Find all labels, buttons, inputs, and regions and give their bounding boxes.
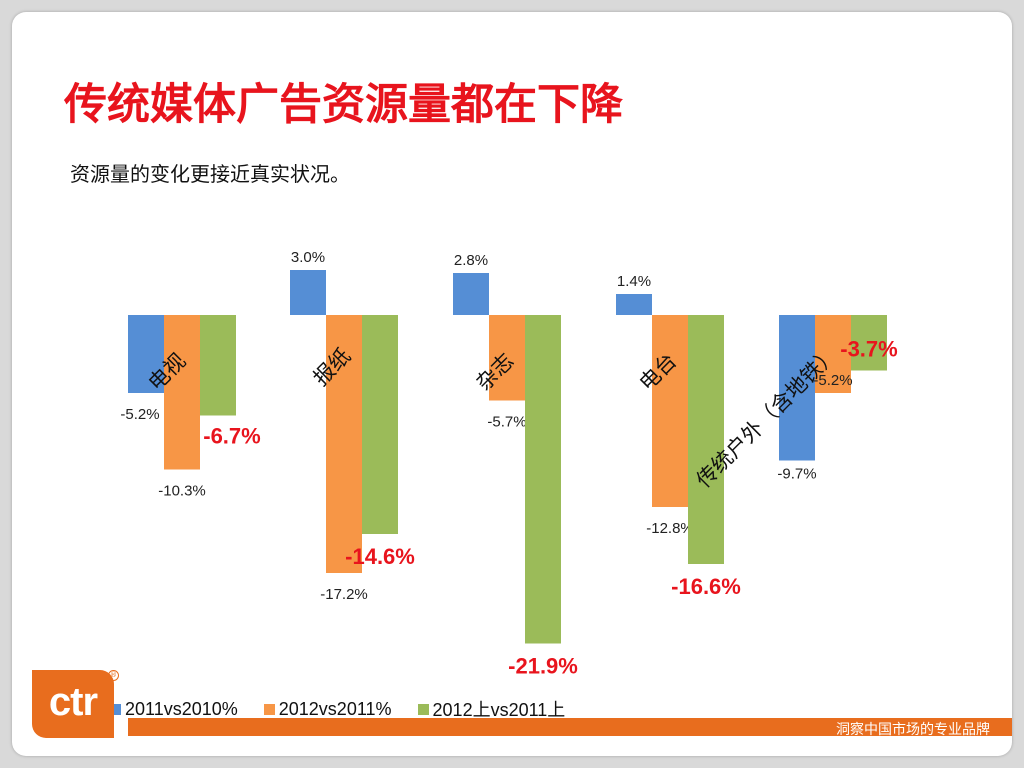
data-label-3-1: -6.7% — [203, 424, 260, 449]
bar-2-3 — [489, 315, 525, 401]
data-label-3-3: -21.9% — [508, 654, 578, 679]
ctr-logo: ctr — [32, 670, 114, 738]
bar-1-4 — [616, 294, 652, 315]
bar-1-1 — [128, 315, 164, 393]
bar-2-1 — [164, 315, 200, 470]
data-label-2-3: -5.7% — [487, 414, 526, 431]
data-label-1-5: -9.7% — [777, 466, 816, 483]
bar-1-2 — [290, 270, 326, 315]
data-label-2-5: -5.2% — [813, 372, 852, 389]
legend-swatch-1 — [110, 703, 121, 715]
chart-legend: 2011vs2010% 2012vs2011% 2012上vs2011上 — [110, 696, 591, 722]
footer-tagline: 洞察中国市场的专业品牌 — [836, 722, 990, 738]
bar-3-3 — [525, 315, 561, 644]
bar-2-5 — [815, 315, 851, 393]
bar-chart: -5.2% 3.0% 2.8% 1.4% -9.7% -10.3% -17.2% -5.7% -… — [120, 249, 897, 679]
legend-label-1: 2011vs2010% — [125, 698, 238, 719]
registered-mark-icon: ® — [108, 670, 119, 681]
footer-bar — [128, 718, 1012, 736]
data-label-3-5: -3.7% — [840, 337, 897, 362]
data-label-1-3: 2.8% — [454, 252, 488, 269]
data-label-2-2: -17.2% — [320, 586, 368, 603]
data-label-2-1: -10.3% — [158, 483, 206, 500]
logo-text: ctr — [48, 680, 98, 724]
slide: 传统媒体广告资源量都在下降 资源量的变化更接近真实状况。 -5.2% 3.0% 2.… — [12, 12, 1012, 756]
legend-item-2: 2012vs2011% — [263, 698, 392, 720]
data-label-2-4: -12.8% — [646, 520, 694, 537]
data-label-1-2: 3.0% — [291, 249, 325, 266]
bar-3-5 — [851, 315, 887, 371]
legend-label-2: 2012vs2011% — [278, 698, 392, 719]
legend-swatch-2 — [263, 703, 275, 715]
bar-1-5 — [779, 315, 815, 461]
bar-2-4 — [652, 315, 688, 507]
legend-item-3: 2012上vs2011上 — [417, 696, 566, 722]
data-label-1-1: -5.2% — [120, 406, 159, 423]
data-label-3-4: -16.6% — [671, 574, 741, 599]
data-label-1-4: 1.4% — [617, 273, 651, 290]
bar-3-2 — [362, 315, 398, 534]
bar-3-4 — [688, 315, 724, 564]
data-label-3-2: -14.6% — [345, 544, 415, 569]
legend-item-1: 2011vs2010% — [110, 699, 238, 720]
legend-swatch-3 — [417, 703, 429, 715]
slide-subtitle: 资源量的变化更接近真实状况。 — [70, 162, 350, 186]
bar-3-1 — [200, 315, 236, 416]
legend-label-3: 2012上vs2011上 — [432, 700, 566, 720]
slide-title: 传统媒体广告资源量都在下降 — [64, 80, 623, 130]
bar-2-2 — [326, 315, 362, 573]
bar-1-3 — [453, 273, 489, 315]
